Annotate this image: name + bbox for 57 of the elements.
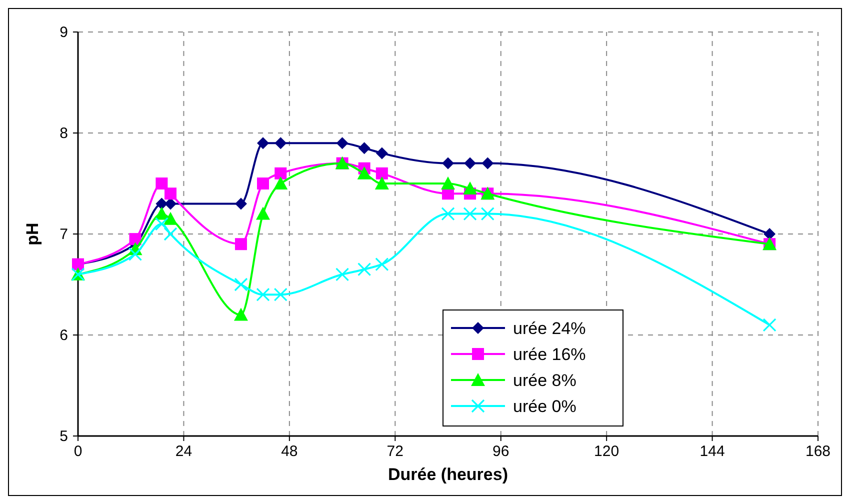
legend-label: urée 8% xyxy=(513,371,576,390)
legend-label: urée 0% xyxy=(513,397,576,416)
point xyxy=(164,188,176,200)
legend-label: urée 16% xyxy=(513,345,586,364)
point xyxy=(442,157,454,170)
point xyxy=(376,147,388,160)
x-tick-label: 0 xyxy=(74,443,82,460)
point xyxy=(154,217,168,231)
x-tick-label: 144 xyxy=(700,443,725,460)
point xyxy=(463,182,478,195)
point xyxy=(256,288,270,302)
point xyxy=(274,176,288,190)
x-tick-label: 168 xyxy=(805,443,831,460)
point xyxy=(762,318,776,332)
point xyxy=(480,207,494,221)
point xyxy=(256,206,270,220)
point xyxy=(274,137,287,150)
point xyxy=(274,288,288,302)
point xyxy=(257,137,269,150)
point xyxy=(234,308,248,321)
point xyxy=(257,178,269,190)
y-tick-label: 9 xyxy=(60,24,68,41)
x-tick-label: 72 xyxy=(386,443,404,460)
point xyxy=(274,167,287,180)
point xyxy=(234,198,247,210)
point xyxy=(164,212,178,225)
point xyxy=(358,142,370,154)
y-tick-label: 5 xyxy=(60,428,68,445)
point xyxy=(482,157,494,170)
y-tick-label: 6 xyxy=(60,327,68,344)
point xyxy=(464,157,476,170)
point xyxy=(234,278,248,292)
point xyxy=(374,176,389,190)
point xyxy=(441,176,455,190)
x-tick-label: 24 xyxy=(175,443,192,460)
y-axis-title: pH xyxy=(23,222,42,246)
point xyxy=(441,207,455,221)
point xyxy=(156,178,168,190)
y-tick-label: 7 xyxy=(60,226,68,243)
point xyxy=(764,228,776,240)
point xyxy=(128,247,142,261)
point xyxy=(375,258,389,272)
point xyxy=(164,227,178,241)
y-tick-label: 8 xyxy=(60,125,68,142)
point xyxy=(357,166,372,180)
x-axis-title: Durée (heures) xyxy=(388,465,508,484)
point xyxy=(156,198,168,210)
x-tick-label: 96 xyxy=(492,443,510,460)
point xyxy=(234,238,247,250)
legend-label: urée 24% xyxy=(513,319,586,338)
x-tick-label: 48 xyxy=(281,443,298,460)
x-tick-label: 120 xyxy=(594,443,620,460)
point xyxy=(463,207,477,221)
point xyxy=(358,262,372,276)
point xyxy=(335,268,350,282)
point xyxy=(336,137,348,150)
point xyxy=(376,167,388,180)
